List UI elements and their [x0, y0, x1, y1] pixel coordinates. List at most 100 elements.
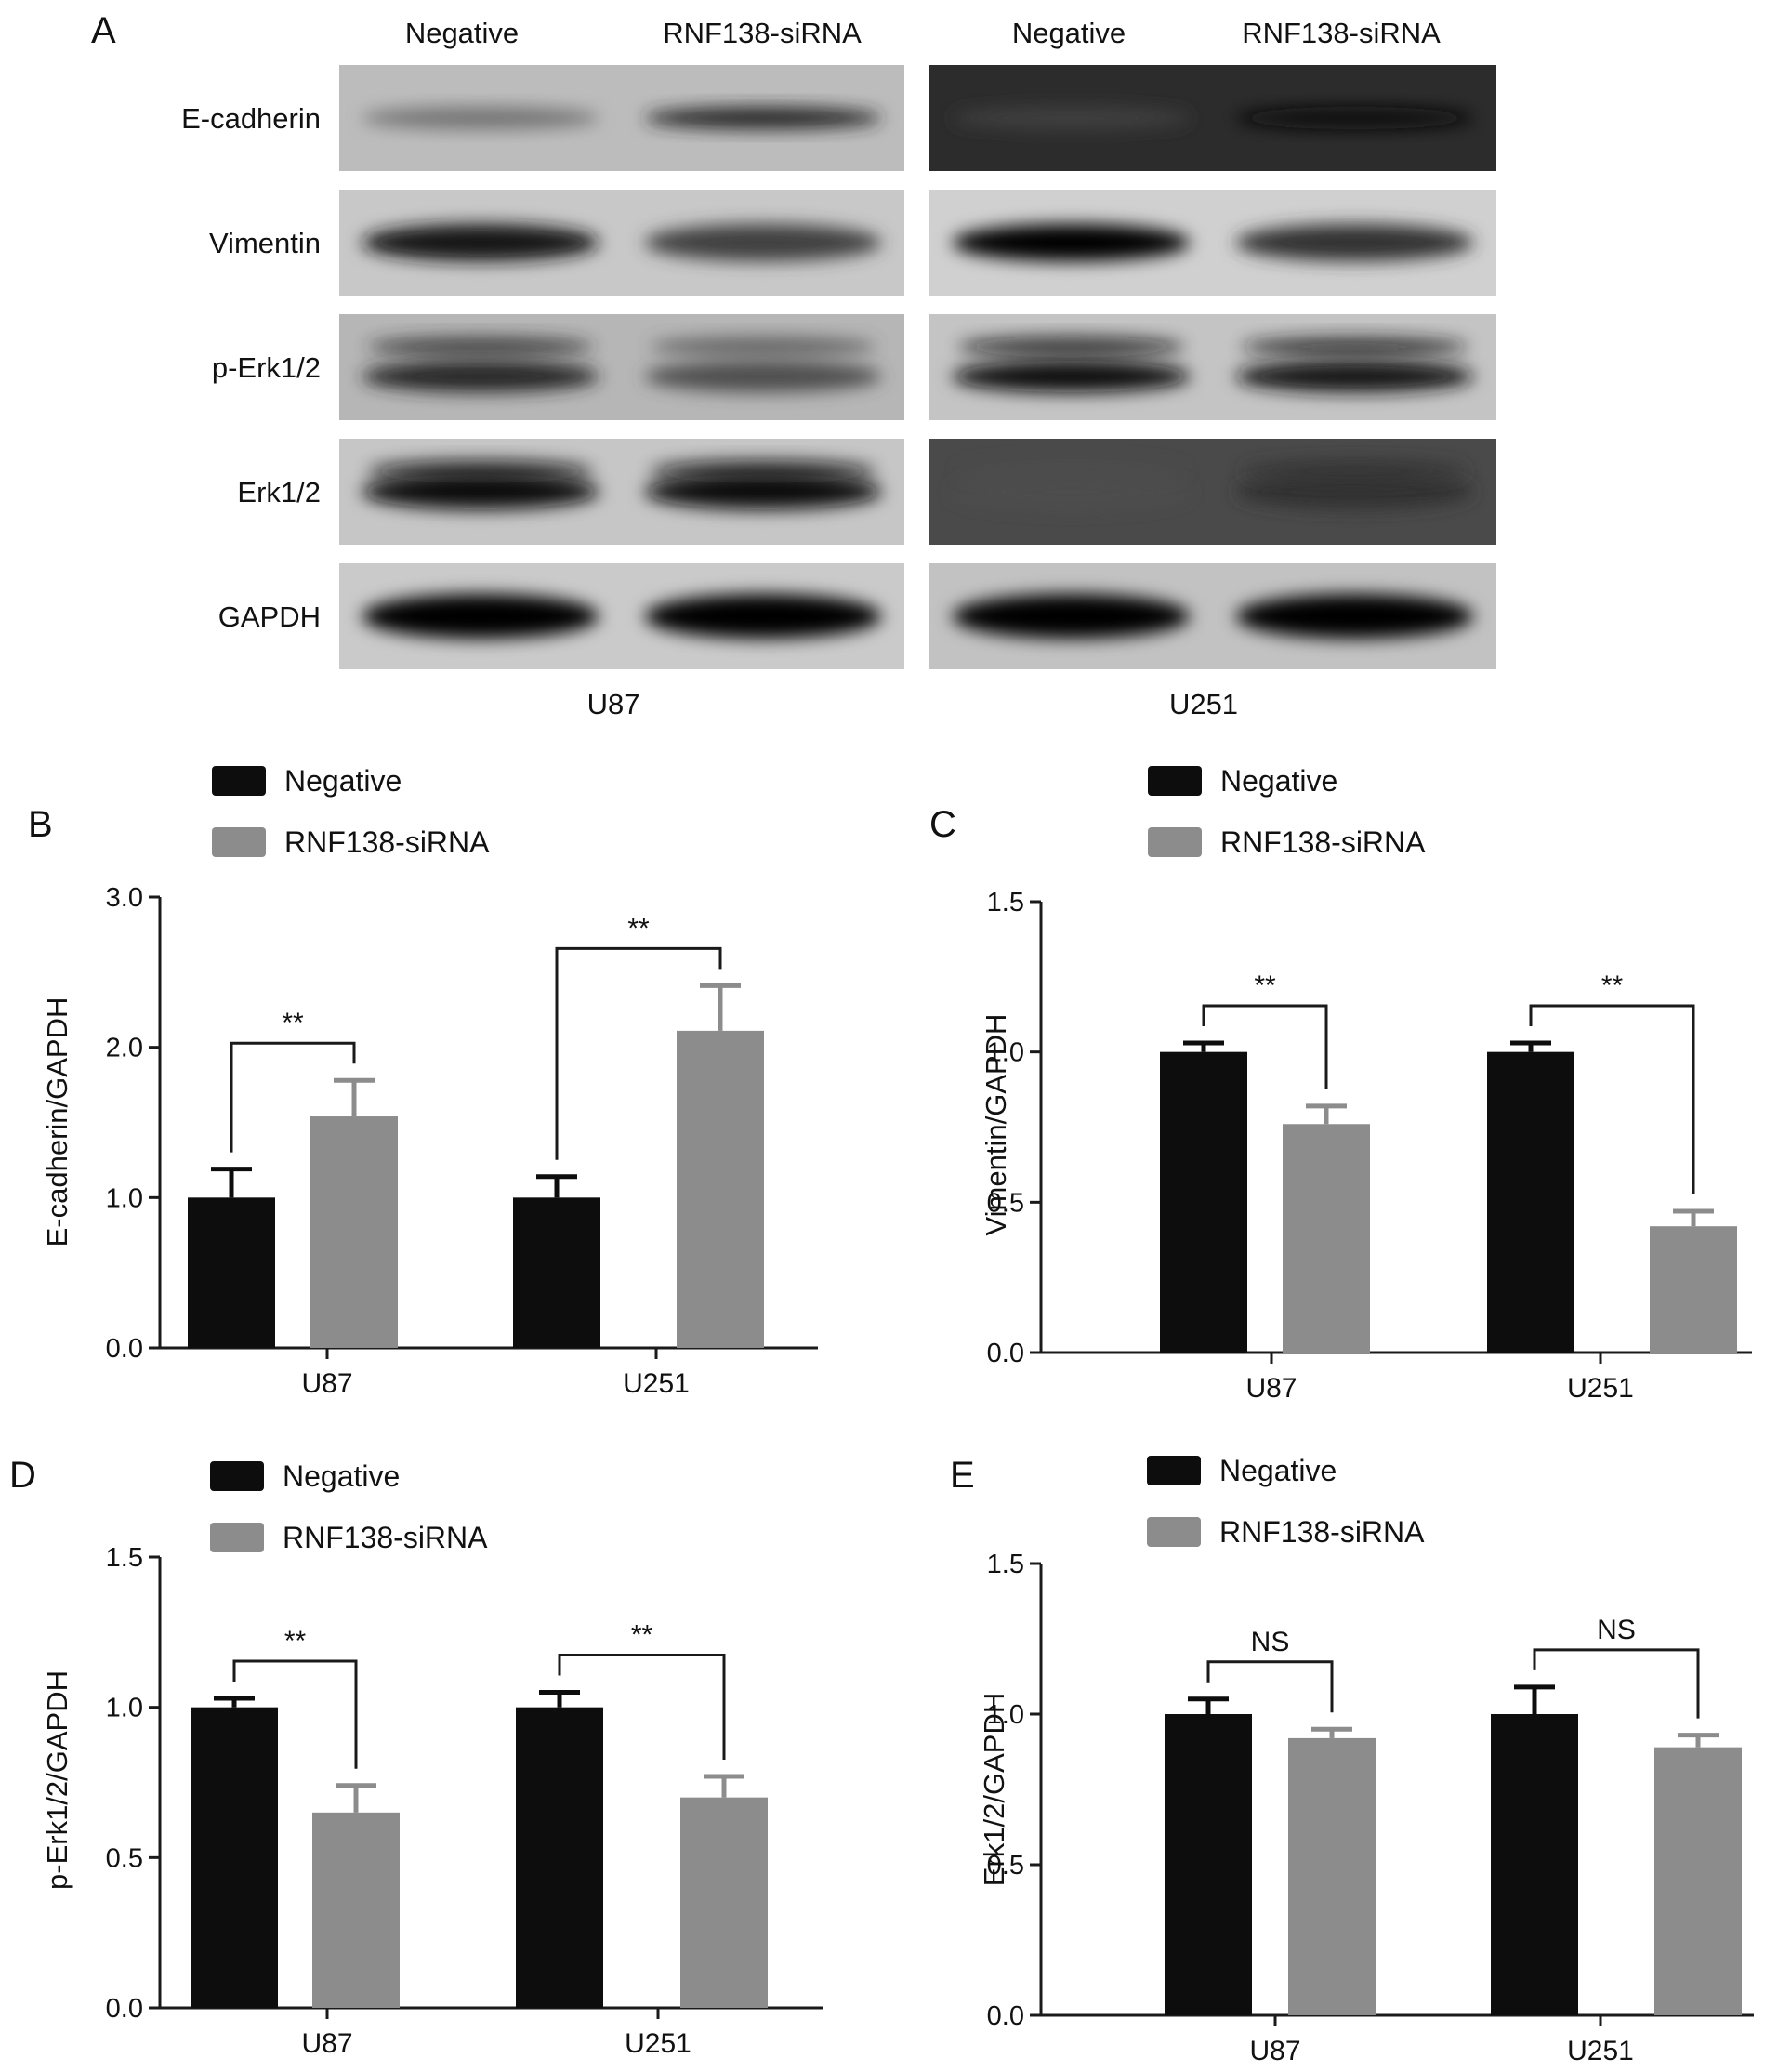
panel-letter: E: [950, 1455, 975, 1496]
legend-label: Negative: [283, 1459, 400, 1493]
y-tick-label: 0.0: [987, 2001, 1024, 2031]
x-tick-label: U87: [301, 1368, 352, 1399]
legend-label: Negative: [1219, 1454, 1337, 1487]
legend-label: RNF138-siRNA: [284, 825, 490, 859]
significance-label: **: [1601, 970, 1624, 1001]
blot-band: [1235, 224, 1474, 261]
chart-panel-b: B Negative RNF138-siRNA 0.0 1.0 2.0 3.0 E-cadhe…: [28, 764, 818, 1399]
significance-label: **: [284, 1626, 307, 1656]
blot-band-upper: [957, 336, 1185, 358]
legend-swatch: [210, 1523, 264, 1552]
x-tick-label: U251: [625, 2028, 691, 2059]
y-tick-label: 1.5: [106, 1543, 143, 1573]
legend-swatch: [1148, 766, 1202, 796]
chart-panel-c: C Negative RNF138-siRNA 0.0 0.5 1.0 1.5 Vimenti…: [929, 764, 1752, 1404]
blot-band: [362, 594, 599, 639]
chart-panel-d: D Negative RNF138-siRNA 0.0 0.5 1.0 1.5 p-Erk1/…: [9, 1455, 823, 2059]
significance-bracket: [230, 1041, 356, 1153]
bar-negative: [1487, 1051, 1574, 1353]
y-tick-label: 1.0: [106, 1694, 143, 1723]
blot-band: [644, 361, 882, 392]
bar-sirna: [1654, 1747, 1742, 2015]
bar-negative: [1491, 1714, 1578, 2015]
y-tick-label: 0.5: [106, 1843, 143, 1873]
panel-letter: D: [9, 1455, 36, 1496]
protein-label: Erk1/2: [237, 476, 321, 508]
bar-sirna: [1283, 1124, 1370, 1353]
blot-band: [1235, 361, 1474, 392]
blot-band-upper: [650, 336, 876, 358]
blot-band: [952, 361, 1191, 392]
bar-negative: [191, 1707, 278, 2008]
blot-band-upper: [957, 459, 1185, 483]
significance-label: NS: [1251, 1627, 1290, 1657]
bar-sirna: [677, 1030, 764, 1348]
lane-label: Negative: [405, 17, 519, 49]
y-tick-label: 3.0: [106, 883, 143, 913]
legend-label: Negative: [1220, 764, 1337, 798]
blot-band-upper: [367, 336, 594, 358]
protein-label: E-cadherin: [181, 102, 321, 135]
blot-band-upper: [1241, 459, 1468, 483]
y-tick-label: 1.5: [987, 888, 1024, 917]
bar-sirna: [1650, 1226, 1737, 1353]
significance-label: **: [282, 1008, 304, 1038]
blot-band-upper: [1241, 336, 1468, 358]
blot-band: [1235, 107, 1474, 129]
blot-band: [644, 594, 882, 639]
blot-band: [362, 361, 599, 392]
bar-negative: [513, 1197, 600, 1348]
x-tick-label: U87: [301, 2028, 352, 2059]
y-tick-label: 2.0: [106, 1034, 143, 1063]
significance-bracket: [232, 1659, 358, 1769]
y-tick-label: 1.0: [106, 1183, 143, 1213]
protein-label: GAPDH: [218, 600, 321, 633]
chart-panel-e: E Negative RNF138-siRNA 0.0 0.5 1.0 1.5 Erk1/2/…: [950, 1454, 1754, 2066]
western-blot-panel: A Negative RNF138-siRNA Negative RNF138-siRN…: [91, 10, 1496, 720]
legend-swatch: [210, 1461, 264, 1491]
legend: Negative RNF138-siRNA: [210, 1459, 488, 1554]
x-tick-label: U251: [1567, 1373, 1634, 1404]
legend-swatch: [1147, 1517, 1201, 1547]
bar-sirna: [680, 1797, 768, 2008]
panel-letter: C: [929, 804, 956, 845]
y-tick-label: 0.0: [106, 1334, 143, 1364]
legend-swatch: [212, 827, 266, 857]
bar-negative: [516, 1707, 603, 2008]
lane-label: RNF138-siRNA: [1242, 17, 1441, 49]
blot-band: [362, 224, 599, 261]
cell-line-label: U251: [1169, 688, 1238, 720]
x-tick-label: U251: [623, 1368, 690, 1399]
y-tick-label: 0.5: [987, 1188, 1024, 1218]
panel-letter-a: A: [91, 10, 116, 51]
protein-label: Vimentin: [209, 227, 321, 259]
significance-bracket: [1206, 1660, 1334, 1713]
blot-band: [362, 474, 599, 509]
y-tick-label: 0.5: [987, 1851, 1024, 1881]
blot-band-upper: [367, 459, 594, 483]
bar-negative: [188, 1197, 275, 1348]
blot-band: [1235, 594, 1474, 639]
legend: Negative RNF138-siRNA: [212, 764, 490, 859]
legend-label: RNF138-siRNA: [1219, 1515, 1425, 1549]
y-axis-label: p-Erk1/2/GAPDH: [41, 1670, 73, 1890]
lane-label: RNF138-siRNA: [663, 17, 862, 49]
blot-band: [952, 474, 1191, 509]
bar-sirna: [1288, 1737, 1376, 2015]
legend-swatch: [1147, 1456, 1201, 1485]
blot-band-upper: [650, 459, 876, 483]
x-tick-label: U87: [1249, 2036, 1300, 2066]
blot-band: [1235, 474, 1474, 509]
y-axis-label: Vimentin/GAPDH: [980, 1014, 1012, 1236]
significance-bracket: [1529, 1004, 1695, 1195]
legend-label: RNF138-siRNA: [1220, 825, 1426, 859]
legend-label: Negative: [284, 764, 402, 798]
significance-label: NS: [1597, 1615, 1636, 1645]
x-tick-label: U251: [1567, 2036, 1634, 2066]
bar-negative: [1160, 1051, 1247, 1353]
blot-band: [644, 224, 882, 261]
legend-label: RNF138-siRNA: [283, 1521, 488, 1554]
significance-bracket: [558, 1654, 726, 1761]
protein-label: p-Erk1/2: [212, 351, 321, 384]
y-axis-label: Erk1/2/GAPDH: [978, 1693, 1010, 1886]
